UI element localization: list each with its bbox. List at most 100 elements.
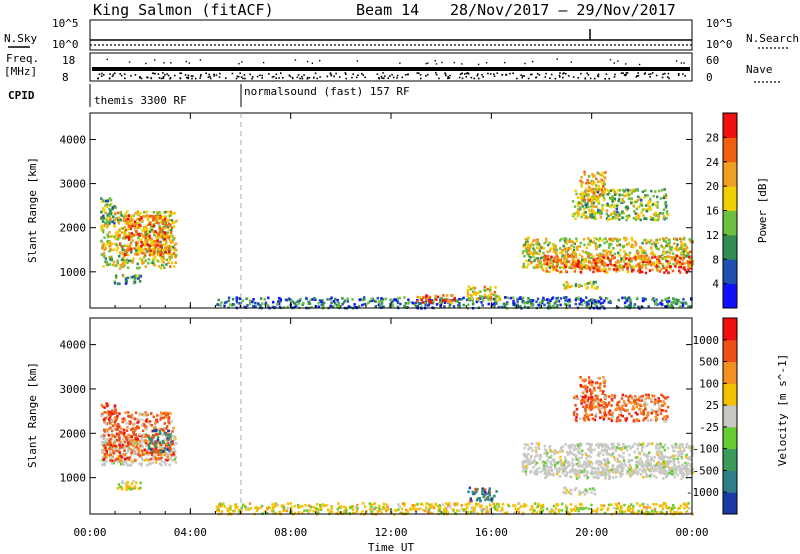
scatter-cell [585,303,588,307]
cpid-strip: CPID themis 3300 RF normalsound (fast) 1… [8,84,410,107]
scatter-cell [506,302,509,306]
scatter-cell [690,250,693,253]
scatter-cell [128,458,131,461]
scatter-cell [295,304,298,308]
scatter-cell [656,214,659,217]
scatter-cell [545,267,548,270]
scatter-cell [409,508,413,511]
scatter-cell [163,450,166,453]
scatter-cell [525,504,528,507]
nave-dot [614,73,616,76]
scatter-cell [119,454,122,458]
scatter-cell [541,509,544,512]
scatter-cell [118,436,121,439]
scatter-cell [682,256,686,260]
scatter-cell [604,445,608,449]
scatter-cell [105,225,109,229]
nave-dot [296,76,299,79]
scatter-cell [530,260,533,264]
scatter-cell [126,210,129,214]
scatter-cell [223,301,227,304]
scatter-cell [639,197,642,201]
scatter-cell [100,224,103,228]
scatter-cell [108,450,111,454]
scatter-cell [564,458,568,462]
scatter-cell [114,264,117,267]
scatter-cell [512,299,515,303]
nave-dot [668,77,670,80]
scatter-cell [138,433,141,436]
scatter-cell [619,504,622,508]
scatter-cell [616,210,619,214]
scatter-cell [103,406,106,409]
scatter-cell [595,304,598,308]
scatter-cell [585,265,588,268]
scatter-cell [655,247,658,250]
scatter-cell [639,218,642,222]
scatter-cell [651,442,654,446]
scatter-cell [105,220,109,224]
scatter-cell [246,304,249,307]
scatter-cell [475,490,478,493]
scatter-cell [585,246,589,249]
scatter-cell [506,296,509,300]
scatter-cell [107,235,110,239]
scatter-cell [591,211,594,214]
scatter-cell [236,505,239,509]
scatter-cell [449,299,453,303]
scatter-cell [166,433,169,436]
scatter-cell [143,448,147,452]
scatter-cell [549,261,553,264]
scatter-cell [398,505,401,508]
scatter-cell [172,447,176,451]
scatter-cell [122,434,126,438]
scatter-cell [363,505,367,508]
scatter-cell [137,244,140,247]
scatter-cell [323,504,326,507]
scatter-cell [108,245,111,248]
scatter-cell [156,414,159,417]
colorbar-swatch [723,113,737,138]
scatter-cell [147,258,151,261]
scatter-cell [158,250,161,254]
scatter-cell [687,305,690,309]
scatter-cell [233,503,237,506]
scatter-cell [219,304,222,307]
scatter-cell [378,509,381,513]
scatter-cell [486,287,489,291]
nave-dot [108,77,111,79]
scatter-cell [592,175,595,178]
scatter-cell [588,448,591,451]
scatter-cell [644,271,648,275]
scatter-cell [550,297,554,301]
scatter-cell [140,453,143,457]
scatter-cell [621,268,625,271]
scatter-cell [141,418,144,422]
scatter-cell [598,444,601,447]
scatter-cell [125,485,128,489]
scatter-cell [567,444,570,448]
scatter-cell [171,430,174,433]
scatter-cell [139,481,142,485]
scatter-cell [495,294,498,298]
beam-label: Beam 14 [356,1,419,19]
scatter-cell [529,250,532,254]
nave-dot [677,74,680,76]
scatter-cell [566,283,569,286]
scatter-cell [450,302,454,305]
nave-dot [458,76,461,79]
scatter-cell [396,299,399,303]
scatter-cell [630,259,633,263]
scatter-cell [625,448,629,452]
scatter-cell [130,482,134,485]
scatter-cell [247,508,250,511]
scatter-cell [626,262,629,265]
scatter-cell [419,302,422,305]
scatter-cell [648,260,652,264]
scatter-cell [579,271,583,274]
scatter-cell [664,201,667,204]
scatter-cell [349,305,352,309]
scatter-cell [147,446,151,450]
scatter-cell [650,250,654,254]
scatter-cell [525,250,528,253]
